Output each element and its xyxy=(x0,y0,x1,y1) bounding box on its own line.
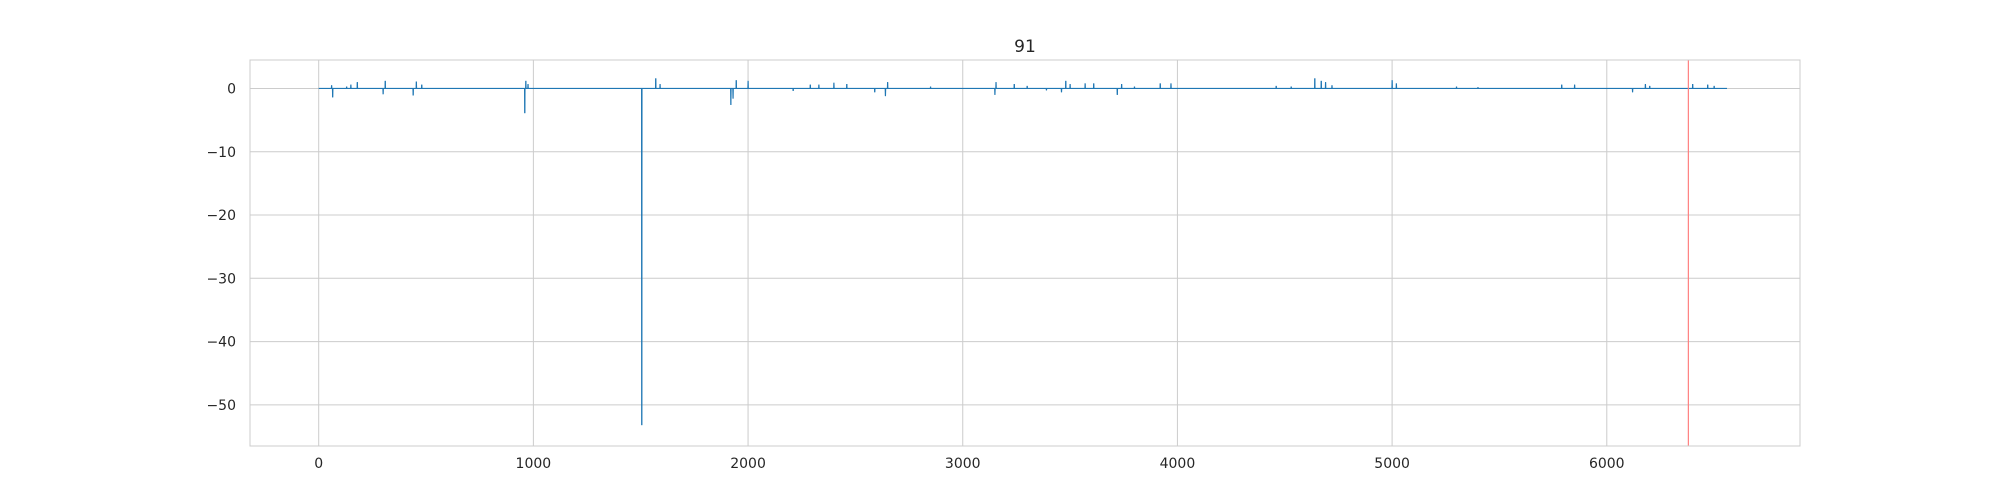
y-tick-label: −20 xyxy=(206,208,236,224)
x-tick-label: 3000 xyxy=(945,456,981,472)
x-tick-label: 6000 xyxy=(1589,456,1625,472)
x-tick-label: 1000 xyxy=(516,456,552,472)
x-tick-label: 4000 xyxy=(1160,456,1196,472)
series-line xyxy=(318,78,1728,426)
y-tick-label: −40 xyxy=(206,335,236,351)
y-tick-label: 0 xyxy=(227,81,236,97)
x-tick-label: 5000 xyxy=(1374,456,1410,472)
y-tick-label: −30 xyxy=(206,271,236,287)
plot-area xyxy=(250,60,1800,446)
y-axis-ticks: 0 −10 −20 −30 −40 −50 xyxy=(206,81,236,413)
plot-frame xyxy=(249,59,1801,447)
x-axis-ticks: 0 1000 2000 3000 4000 5000 6000 xyxy=(314,456,1624,472)
x-tick-label: 2000 xyxy=(730,456,766,472)
x-tick-label: 0 xyxy=(314,456,323,472)
y-tick-label: −10 xyxy=(206,145,236,161)
y-tick-label: −50 xyxy=(206,398,236,414)
chart-title: 91 xyxy=(1014,37,1036,57)
